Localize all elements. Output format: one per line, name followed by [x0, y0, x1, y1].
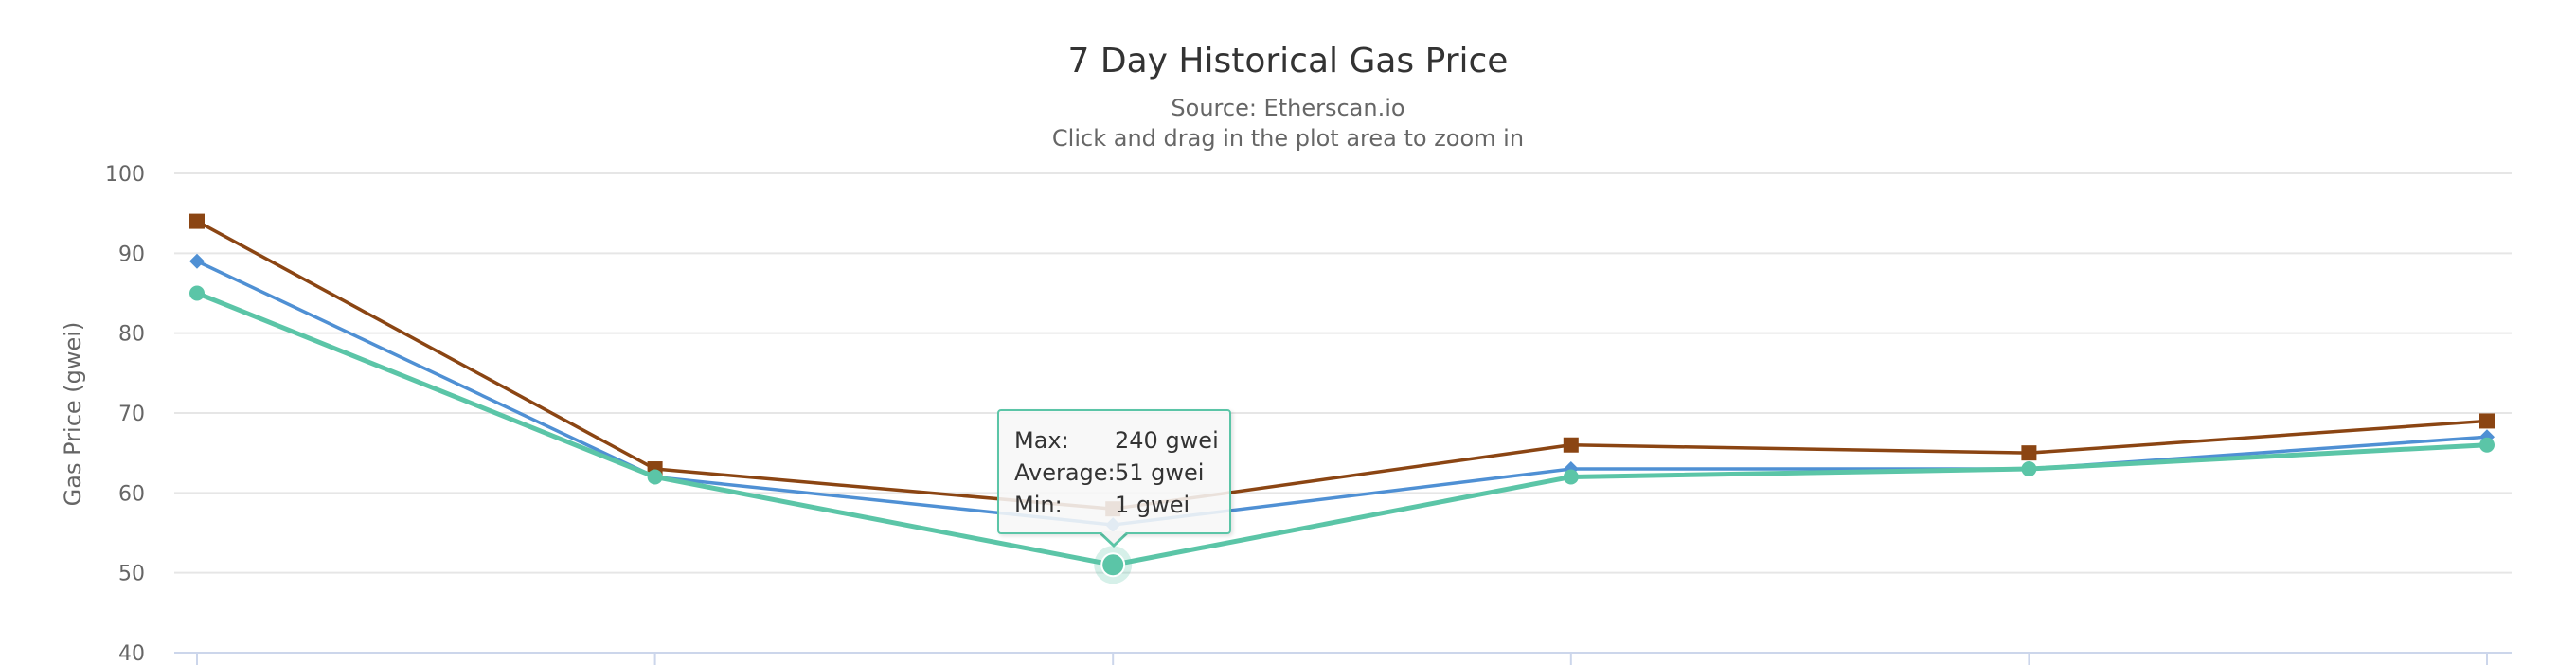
square-marker[interactable]	[189, 213, 205, 229]
x-axis	[174, 652, 2512, 665]
tooltip-label: Max:	[1014, 427, 1069, 454]
blue-diamond-series[interactable]	[189, 253, 2495, 533]
circle-marker[interactable]	[2479, 437, 2495, 453]
tooltip-row-min: Min: 1 gwei	[1014, 489, 1229, 521]
y-tick-label: 70	[118, 403, 145, 426]
tooltip-pointer-inner	[1100, 531, 1127, 544]
chart-subtitle-hint: Click and drag in the plot area to zoom …	[1051, 125, 1525, 152]
y-tick-label: 60	[118, 482, 145, 506]
series-line	[196, 291, 2488, 567]
diamond-marker[interactable]	[189, 253, 205, 269]
tooltip: Max: 240 gwei Average: 51 gwei Min: 1 gw…	[997, 409, 1231, 534]
series-line	[196, 220, 2488, 511]
green-circle-series[interactable]	[189, 285, 2495, 584]
circle-marker[interactable]	[647, 469, 663, 485]
chart-title: 7 Day Historical Gas Price	[1067, 42, 1509, 81]
y-gridlines	[174, 172, 2512, 574]
circle-marker[interactable]	[1563, 469, 1579, 485]
y-tick-label: 50	[118, 563, 145, 586]
series-lines[interactable]	[189, 213, 2495, 584]
tooltip-value: 240 gwei	[1115, 427, 1219, 454]
tooltip-value: 51 gwei	[1115, 459, 1205, 486]
circle-marker-hovered[interactable]	[1100, 552, 1126, 578]
y-tick-label: 100	[105, 163, 145, 187]
circle-marker[interactable]	[189, 285, 205, 301]
square-marker[interactable]	[1563, 437, 1579, 453]
tooltip-label: Average:	[1014, 459, 1116, 486]
tooltip-label: Min:	[1014, 492, 1063, 518]
tooltip-value: 1 gwei	[1115, 492, 1190, 518]
tooltip-row-max: Max: 240 gwei	[1014, 424, 1229, 457]
y-tick-label: 90	[118, 243, 145, 266]
square-marker[interactable]	[2479, 413, 2495, 429]
square-marker[interactable]	[2021, 445, 2037, 461]
chart-subtitle-source: Source: Etherscan.io	[1171, 95, 1405, 121]
y-tick-label: 80	[118, 323, 145, 347]
brown-square-series[interactable]	[189, 213, 2495, 517]
circle-marker[interactable]	[2021, 461, 2037, 477]
series-line	[196, 260, 2488, 527]
tooltip-row-average: Average: 51 gwei	[1014, 457, 1229, 489]
y-axis-title: Gas Price (gwei)	[60, 322, 86, 507]
y-tick-label: 40	[118, 642, 145, 665]
y-axis-tick-labels: 100 90 80 70 60 50 40	[105, 163, 145, 665]
